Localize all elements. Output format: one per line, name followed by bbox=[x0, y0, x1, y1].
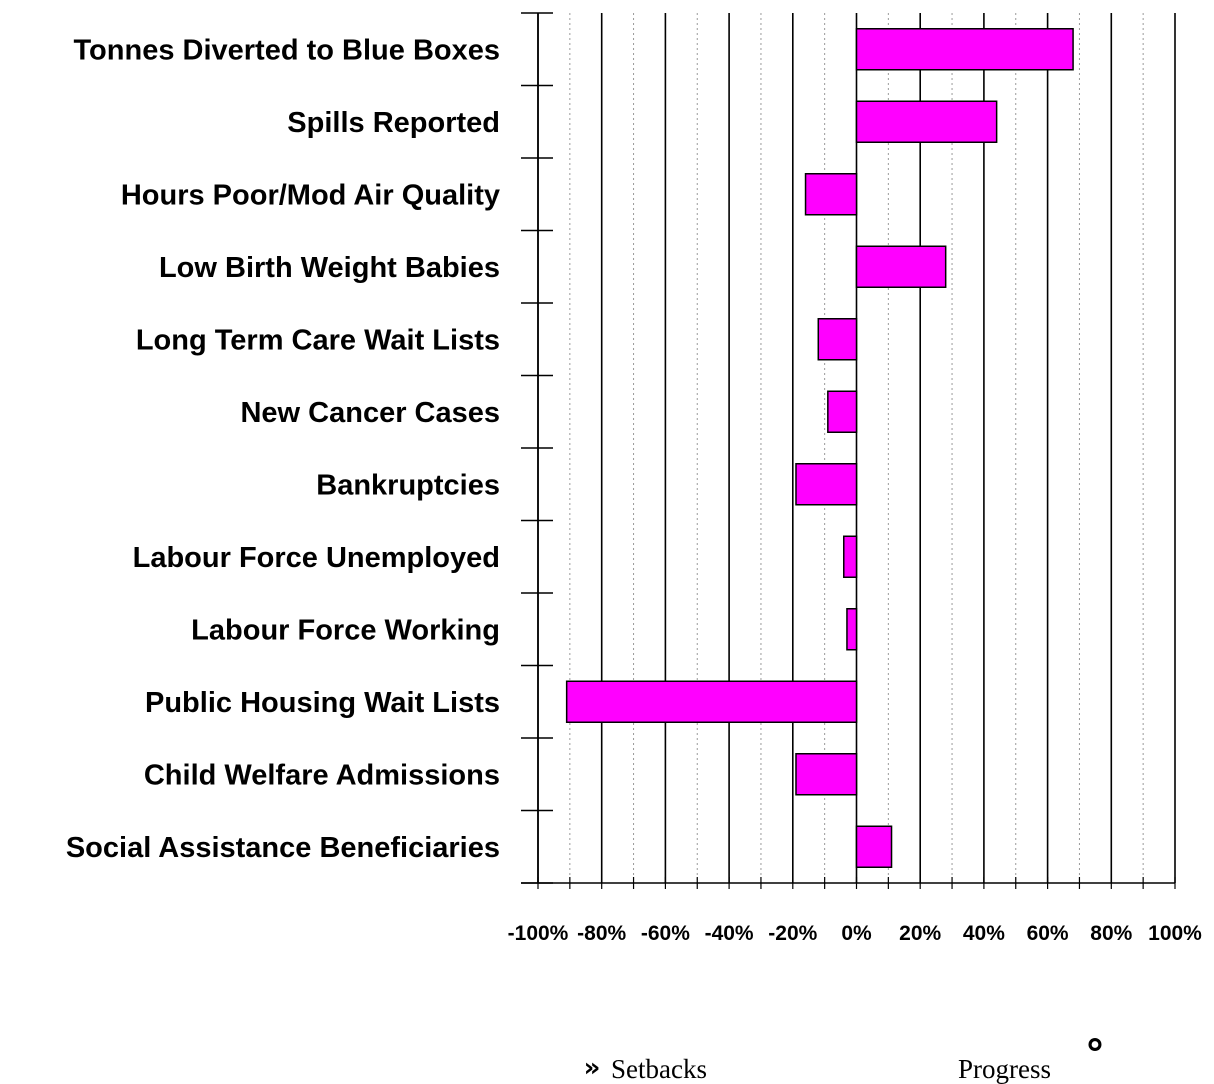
bar bbox=[855, 28, 1074, 71]
setbacks-label: Setbacks bbox=[611, 1054, 707, 1084]
x-tick-label: 40% bbox=[963, 922, 1005, 945]
bar bbox=[795, 753, 858, 796]
x-tick-label: 60% bbox=[1027, 922, 1069, 945]
axes bbox=[521, 12, 1176, 889]
category-label: New Cancer Cases bbox=[240, 397, 500, 429]
category-label: Long Term Care Wait Lists bbox=[136, 324, 500, 356]
setbacks-symbol: » bbox=[584, 1053, 601, 1083]
x-tick-label: -80% bbox=[577, 922, 626, 945]
bar bbox=[565, 680, 858, 723]
category-label: Tonnes Diverted to Blue Boxes bbox=[74, 34, 501, 66]
x-tick-labels: -100% -80% -60% -40% -20% 0% 20% 40% 60% 80% 100% bbox=[508, 922, 1203, 945]
bar bbox=[855, 100, 998, 143]
category-label: Hours Poor/Mod Air Quality bbox=[121, 179, 500, 211]
progress-symbol: ° bbox=[1085, 1032, 1105, 1078]
x-tick-label: 0% bbox=[841, 922, 872, 945]
category-label: Child Welfare Admissions bbox=[144, 759, 500, 791]
bars bbox=[565, 28, 1074, 868]
legend: » Setbacks Progress ° bbox=[584, 1032, 1105, 1084]
category-label: Low Birth Weight Babies bbox=[159, 252, 500, 284]
progress-label: Progress bbox=[958, 1054, 1051, 1084]
bar bbox=[855, 825, 893, 868]
x-tick-label: 100% bbox=[1148, 922, 1202, 945]
category-label: Labour Force Unemployed bbox=[133, 542, 500, 574]
bar bbox=[827, 390, 858, 433]
category-label: Bankruptcies bbox=[316, 469, 500, 501]
bar bbox=[795, 463, 858, 506]
bar bbox=[843, 535, 858, 578]
bar bbox=[855, 245, 947, 288]
bar bbox=[804, 173, 858, 216]
x-tick-label: -20% bbox=[768, 922, 817, 945]
category-label: Labour Force Working bbox=[191, 614, 500, 646]
category-labels: Tonnes Diverted to Blue Boxes Spills Repo… bbox=[66, 34, 500, 864]
x-tick-label: -40% bbox=[705, 922, 754, 945]
x-tick-label: -60% bbox=[641, 922, 690, 945]
category-label: Social Assistance Beneficiaries bbox=[66, 832, 500, 864]
x-tick-label: -100% bbox=[508, 922, 569, 945]
grid-lines bbox=[537, 13, 1176, 883]
category-label: Public Housing Wait Lists bbox=[145, 687, 500, 719]
category-label: Spills Reported bbox=[287, 107, 500, 139]
bar bbox=[817, 318, 858, 361]
x-tick-label: 80% bbox=[1090, 922, 1132, 945]
x-tick-label: 20% bbox=[899, 922, 941, 945]
bar bbox=[846, 608, 858, 651]
